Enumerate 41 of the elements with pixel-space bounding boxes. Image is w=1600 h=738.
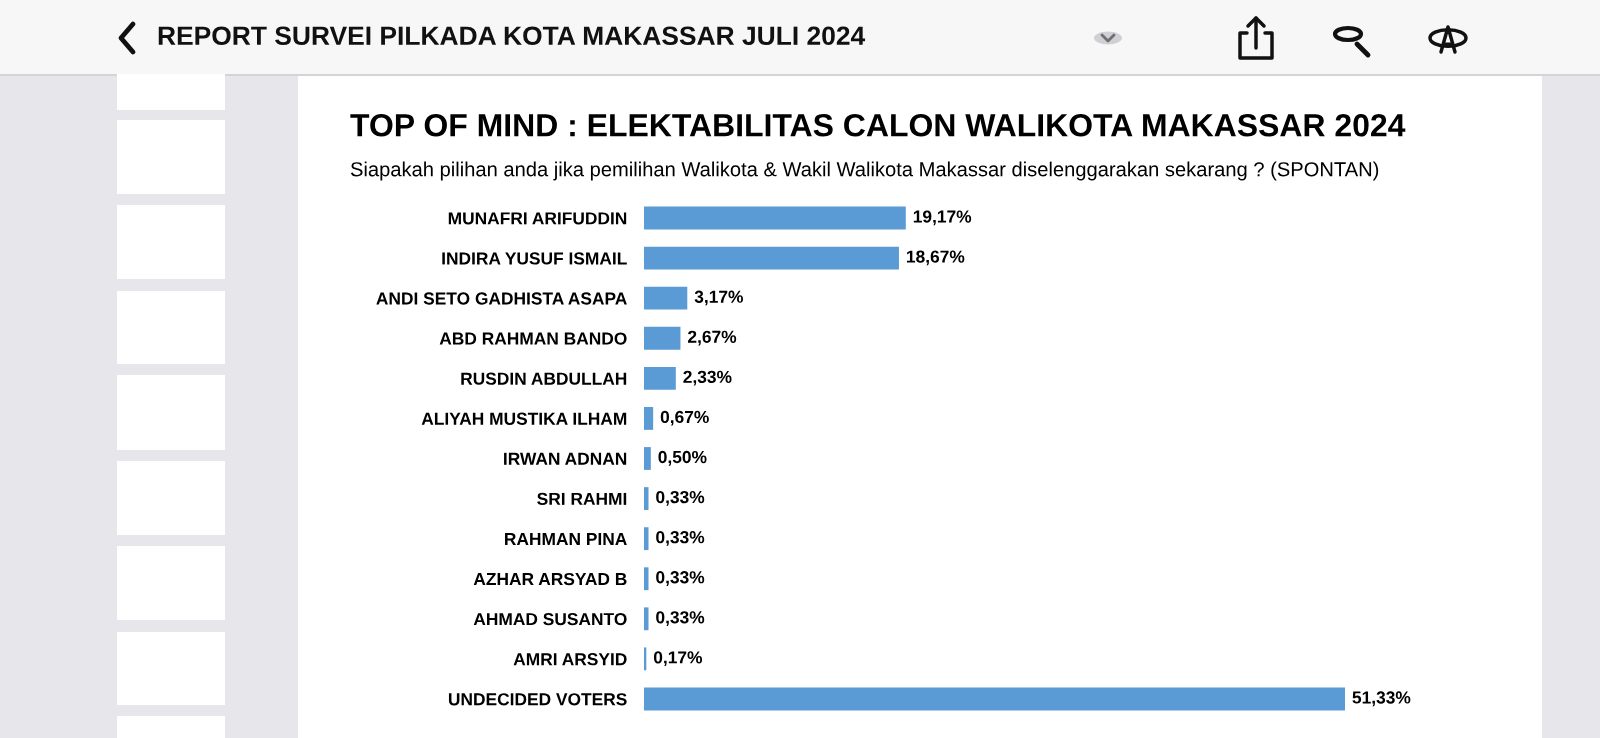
y-tick-label: ABD RAHMAN BANDO [439, 332, 627, 345]
y-tick-label: MUNAFRI ARIFUDDIN [448, 212, 627, 225]
data-label: 3,17% [694, 290, 744, 306]
data-label: 0,33% [656, 490, 705, 506]
data-label: 51,33% [1352, 691, 1411, 707]
bar [644, 687, 1345, 711]
data-label: 0,33% [656, 571, 705, 586]
y-tick-label: INDIRA YUSUF ISMAIL [442, 252, 627, 265]
y-tick-label: RUSDIN ABDULLAH [461, 372, 627, 385]
data-label: 2,33% [683, 370, 732, 386]
bar [644, 407, 654, 430]
bar [644, 607, 649, 631]
data-label: 18,67% [907, 250, 965, 266]
bar [644, 246, 899, 270]
data-label: 0,33% [656, 531, 705, 546]
chart-subtitle: Siapakah pilihan anda jika pemilihan Walikota & Wakil Walikota Makassar diselenggarakan sekarang ? (SPONTAN) [350, 161, 1379, 181]
y-tick-label: IRWAN ADNAN [504, 452, 627, 465]
bar [644, 206, 906, 230]
data-label: 0,33% [656, 611, 705, 626]
bar [644, 366, 676, 390]
y-tick-label: AZHAR ARSYAD B [473, 572, 627, 586]
y-tick-label: ALIYAH MUSTIKA ILHAM [421, 412, 627, 425]
y-tick-label: ANDI SETO GADHISTA ASAPA [376, 292, 627, 305]
bar [644, 447, 651, 470]
y-tick-label: RAHMAN PINA [505, 533, 627, 545]
chart-title: TOP OF MIND : ELEKTABILITAS CALON WALIKOTA MAKASSAR 2024 [350, 113, 1406, 137]
bar [644, 326, 681, 350]
bar [644, 527, 649, 551]
y-tick-label: AHMAD SUSANTO [473, 612, 627, 626]
data-label: 0,67% [660, 410, 709, 426]
text: REPORT SURVEI PILKADA KOTA MAKASSAR JULI 2024 [158, 26, 866, 46]
y-tick-label: SRI RAHMI [537, 492, 627, 506]
data-label: 0,17% [653, 651, 703, 667]
data-label: 0,50% [658, 450, 707, 466]
bar [644, 487, 649, 510]
bar [644, 567, 649, 591]
data-label: 19,17% [913, 210, 972, 226]
data-label: 2,67% [688, 330, 737, 346]
bar [644, 286, 688, 310]
y-tick-label: UNDECIDED VOTERS [448, 693, 627, 706]
y-tick-label: AMRI ARSYID [513, 653, 627, 666]
